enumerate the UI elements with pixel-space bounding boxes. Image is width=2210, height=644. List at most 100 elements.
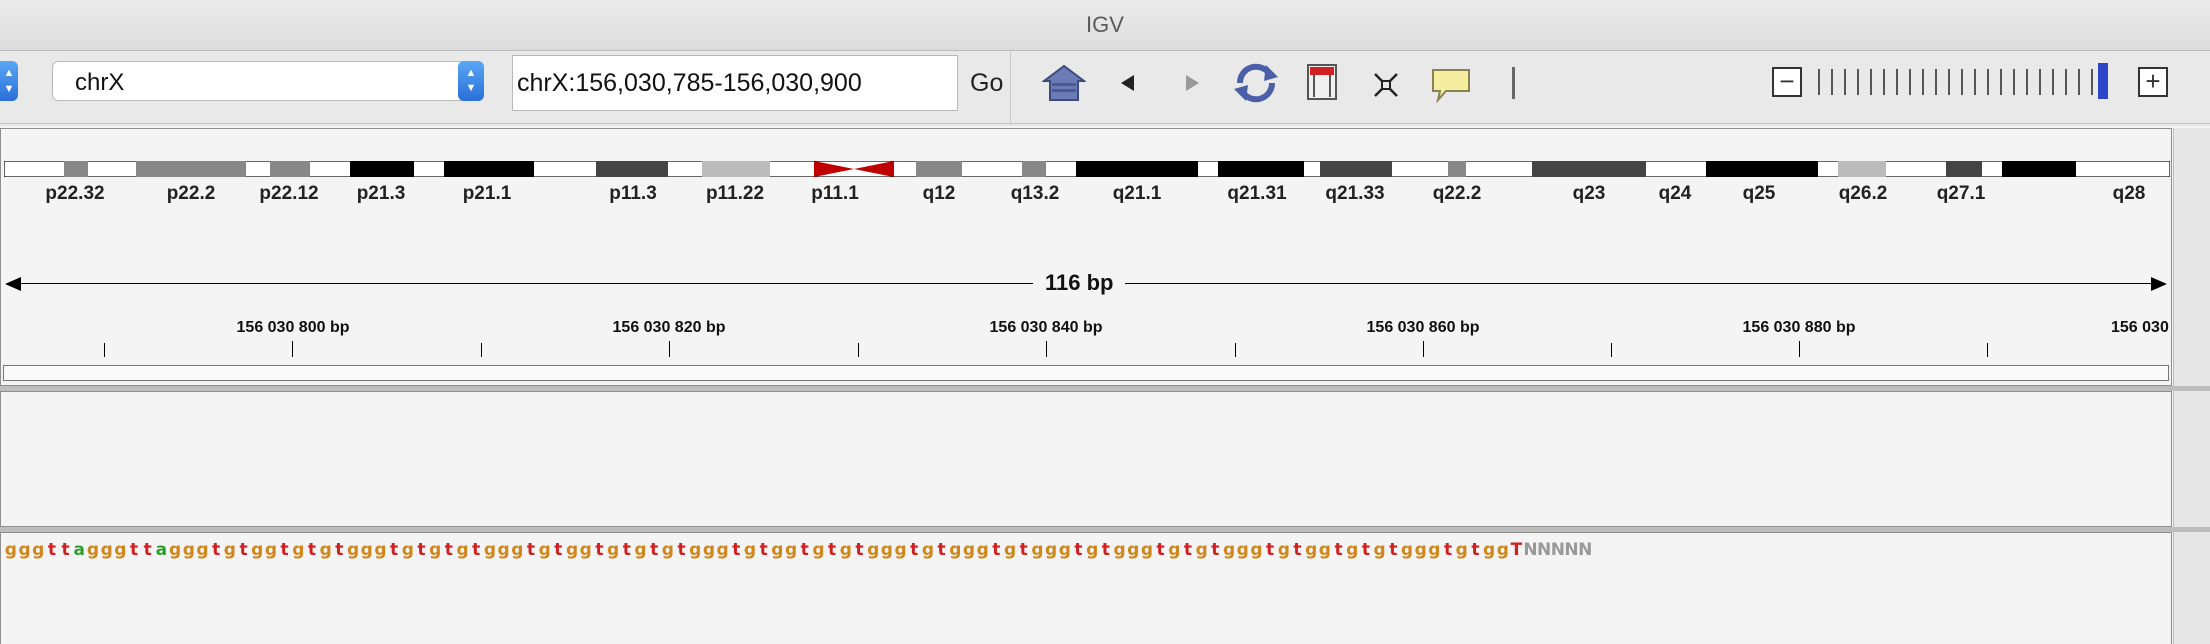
sequence-base: g — [1305, 540, 1318, 560]
genome-selector[interactable]: ▲ ▼ — [0, 61, 18, 101]
panel-divider[interactable] — [0, 527, 2210, 532]
sequence-base: t — [335, 540, 344, 560]
band-label: q12 — [922, 183, 956, 204]
sequence-base: t — [1211, 540, 1220, 560]
sequence-base: g — [1195, 540, 1208, 560]
sequence-base: t — [1266, 540, 1275, 560]
header-panel: p22.32 p22.2 p22.12 p21.3 p21.1 p11.3 p1… — [0, 128, 2172, 386]
sequence-base: g — [538, 540, 551, 560]
sequence-base: g — [1127, 540, 1140, 560]
sequence-base: t — [1443, 540, 1453, 560]
ruler-minor-tick — [104, 343, 105, 357]
sequence-base: g — [100, 540, 113, 560]
sequence-base: g — [1058, 540, 1071, 560]
chromosome-stepper[interactable]: ▲ ▼ — [458, 61, 484, 101]
ruler-tick-label: 156 030 860 bp — [1366, 319, 1480, 336]
sequence-base: g — [867, 540, 880, 560]
panel-divider[interactable] — [0, 386, 2210, 391]
sequence-base: g — [976, 540, 989, 560]
sequence-base: g — [812, 540, 825, 560]
sequence-base: T — [1510, 540, 1523, 560]
sequence-base: t — [444, 540, 453, 560]
sequence-base: g — [702, 540, 715, 560]
ruler-tick-label: 156 030 880 bp — [1742, 319, 1856, 336]
sequence-base: t — [1156, 540, 1165, 560]
sequence-base: g — [743, 540, 757, 560]
locus-input[interactable]: chrX:156,030,785-156,030,900 — [512, 55, 958, 111]
sequence-base: g — [1455, 540, 1468, 560]
sequence-base: g — [223, 540, 236, 560]
header-scrollbar[interactable] — [2173, 128, 2210, 386]
zoom-in-button[interactable]: + — [2138, 67, 2168, 97]
sequence-base: g — [360, 540, 373, 560]
ruler-arrow-left-icon — [5, 277, 21, 291]
sequence-base: t — [526, 540, 536, 560]
forward-icon[interactable] — [1182, 73, 1202, 93]
data-panel-scrollbar[interactable] — [2173, 391, 2210, 527]
sequence-base: N — [1578, 540, 1593, 560]
stepper-down-icon: ▼ — [3, 83, 15, 95]
sequence-base: t — [828, 540, 837, 560]
band-label: q27.1 — [1936, 183, 1986, 204]
band-label: p22.2 — [166, 183, 216, 204]
fit-to-window-icon[interactable] — [1372, 71, 1400, 99]
sequence-base: t — [622, 540, 631, 560]
sequence-base: g — [1113, 540, 1126, 560]
ruler-minor-tick — [858, 343, 859, 357]
sequence-base: g — [1428, 540, 1441, 560]
sequence-base: g — [1250, 540, 1263, 560]
sequence-base: g — [661, 540, 674, 560]
chromosome-ideogram[interactable] — [4, 161, 2170, 177]
band-label: q22.2 — [1432, 183, 1482, 204]
zoom-slider-thumb[interactable] — [2098, 63, 2108, 99]
sequence-base: t — [129, 540, 139, 560]
sequence-base: g — [634, 540, 647, 560]
ruler-span-label: 116 bp — [1033, 270, 1126, 296]
divider-icon — [1512, 67, 1515, 99]
sequence-base: g — [607, 540, 620, 560]
ruler-minor-tick — [481, 343, 482, 357]
sequence-base: g — [1140, 540, 1153, 560]
sequence-base: t — [1471, 540, 1480, 560]
popup-info-icon[interactable] — [1430, 67, 1472, 103]
ruler-tick-label: 156 030 840 bp — [989, 319, 1103, 336]
feature-panel-scrollbar[interactable] — [2173, 532, 2210, 644]
sequence-base: t — [992, 540, 1001, 560]
band-label: q13.2 — [1010, 183, 1060, 204]
sequence-base: g — [894, 540, 907, 560]
chromosome-dropdown[interactable]: chrX ▲ ▼ — [52, 61, 484, 101]
zoom-slider[interactable] — [1818, 69, 2114, 95]
region-of-interest-icon[interactable] — [1306, 63, 1338, 101]
stepper-up-icon: ▲ — [465, 67, 477, 79]
sequence-base: g — [1400, 540, 1414, 560]
sequence-base: g — [264, 540, 277, 560]
sequence-base: N — [1564, 540, 1579, 560]
band-label: q28 — [2112, 183, 2146, 204]
band-label: p11.22 — [705, 183, 765, 204]
region-bar[interactable] — [3, 365, 2169, 381]
sequence-base: g — [483, 540, 496, 560]
sequence-base: t — [390, 540, 399, 560]
sequence-base: t — [937, 540, 946, 560]
sequence-base: g — [196, 540, 209, 560]
zoom-out-button[interactable]: − — [1772, 67, 1802, 97]
band-label: q25 — [1742, 183, 1776, 204]
sequence-base: g — [1045, 540, 1058, 560]
sequence-base: g — [1496, 540, 1509, 560]
sequence-track[interactable]: ggg t t a ggg t t a ggg t g t gg t g t g t ggg t g t g t g t ggg t g… — [4, 540, 1593, 560]
back-icon[interactable] — [1118, 73, 1138, 93]
sequence-base: t — [855, 540, 864, 560]
go-button[interactable]: Go — [970, 69, 1004, 97]
ruler-major-tick — [1423, 341, 1424, 357]
home-icon[interactable] — [1042, 63, 1086, 103]
sequence-base: t — [1293, 540, 1302, 560]
sequence-base: g — [1003, 540, 1017, 560]
refresh-icon[interactable] — [1232, 61, 1280, 105]
sequence-base: g — [962, 540, 976, 560]
sequence-base: N — [1537, 540, 1552, 560]
band-label: q21.1 — [1112, 183, 1162, 204]
sequence-base: t — [1389, 540, 1398, 560]
band-label: p21.3 — [356, 183, 406, 204]
sequence-base: t — [595, 540, 604, 560]
ruler-tick-label: 156 030 — [2111, 319, 2169, 336]
